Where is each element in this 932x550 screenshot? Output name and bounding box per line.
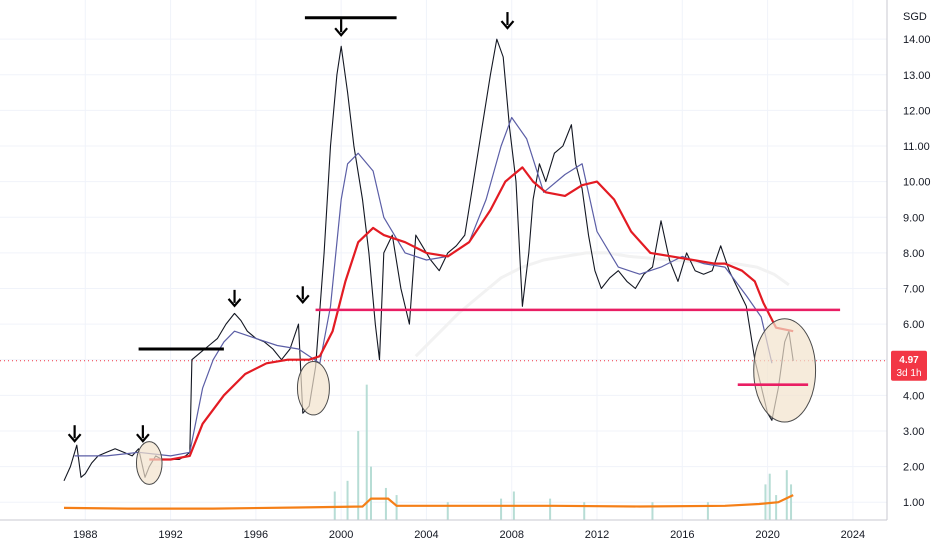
- y-tick-label: 7.00: [903, 283, 924, 295]
- x-tick-label: 2020: [755, 529, 779, 541]
- y-tick-label: 10.00: [903, 177, 931, 189]
- x-tick-label: 2004: [414, 529, 438, 541]
- y-tick-label: 8.00: [903, 248, 924, 260]
- last-price-badge: 4.97 3d 1h: [891, 350, 927, 381]
- volume-bar: [370, 466, 373, 520]
- down-arrow-head: [334, 27, 348, 37]
- x-tick-label: 2016: [670, 529, 694, 541]
- x-tick-label: 2024: [841, 529, 865, 541]
- x-tick-label: 1988: [73, 529, 97, 541]
- volume-bar: [365, 384, 368, 520]
- y-tick-label: 4.00: [903, 390, 924, 402]
- x-tick-label: 1992: [158, 529, 182, 541]
- ma-fast-line: [74, 116, 773, 457]
- currency-label: SGD: [903, 11, 927, 23]
- x-tick-label: 2000: [329, 529, 353, 541]
- down-arrow-head: [295, 294, 310, 304]
- highlight-ellipse: [296, 361, 330, 416]
- y-tick-label: 2.00: [903, 462, 924, 474]
- y-tick-label: 9.00: [903, 212, 924, 224]
- ma-long-line: [414, 251, 790, 358]
- volume-bar: [764, 484, 767, 520]
- volume-bar: [549, 498, 552, 520]
- volume-average-line: [63, 494, 794, 510]
- y-tick-label: 12.00: [903, 105, 931, 117]
- down-arrow-head: [136, 433, 150, 443]
- volume-bar: [333, 491, 336, 520]
- volume-bar: [706, 502, 709, 520]
- x-tick-label: 1996: [244, 529, 268, 541]
- volume-bar: [346, 480, 349, 520]
- price-line: [63, 38, 794, 482]
- down-arrow-head: [67, 433, 82, 443]
- volume-bar: [395, 495, 398, 520]
- last-price-value: 4.97: [899, 355, 919, 366]
- volume-bar: [384, 487, 387, 520]
- volume-bars: [333, 384, 793, 520]
- y-axis[interactable]: 1.002.003.004.005.006.007.008.009.0010.0…: [903, 34, 931, 509]
- annotations: [67, 12, 841, 485]
- x-tick-label: 2012: [585, 529, 609, 541]
- highlight-ellipse: [135, 441, 163, 485]
- volume-bar: [651, 502, 654, 520]
- volume-bar: [775, 495, 778, 520]
- grid-lines: [0, 0, 887, 520]
- volume-bar: [768, 473, 771, 520]
- y-tick-label: 11.00: [903, 141, 930, 153]
- last-price-badge-bg: [891, 350, 927, 381]
- down-arrow-head: [500, 20, 515, 30]
- y-tick-label: 6.00: [903, 319, 924, 331]
- volume-bar: [500, 498, 503, 520]
- volume-bar: [446, 502, 449, 520]
- x-axis[interactable]: 1988 1992 1996 2000 2004 2008 2012 2016 2020 2024: [73, 529, 865, 541]
- y-tick-label: 3.00: [903, 426, 924, 438]
- volume-bar: [583, 502, 586, 520]
- volume-bar: [790, 484, 793, 520]
- x-tick-label: 2008: [499, 529, 523, 541]
- highlight-ellipse: [753, 318, 817, 423]
- y-tick-label: 13.00: [903, 70, 931, 82]
- price-series: [63, 38, 794, 482]
- volume-bar: [785, 470, 788, 520]
- volume-bar: [357, 430, 360, 520]
- last-price-countdown: 3d 1h: [896, 368, 921, 379]
- plot-area: [0, 0, 887, 520]
- down-arrow-head: [227, 298, 242, 308]
- y-tick-label: 1.00: [903, 497, 924, 509]
- volume-average: [63, 494, 794, 510]
- ma-slow-line: [149, 166, 794, 461]
- y-tick-label: 14.00: [903, 34, 931, 46]
